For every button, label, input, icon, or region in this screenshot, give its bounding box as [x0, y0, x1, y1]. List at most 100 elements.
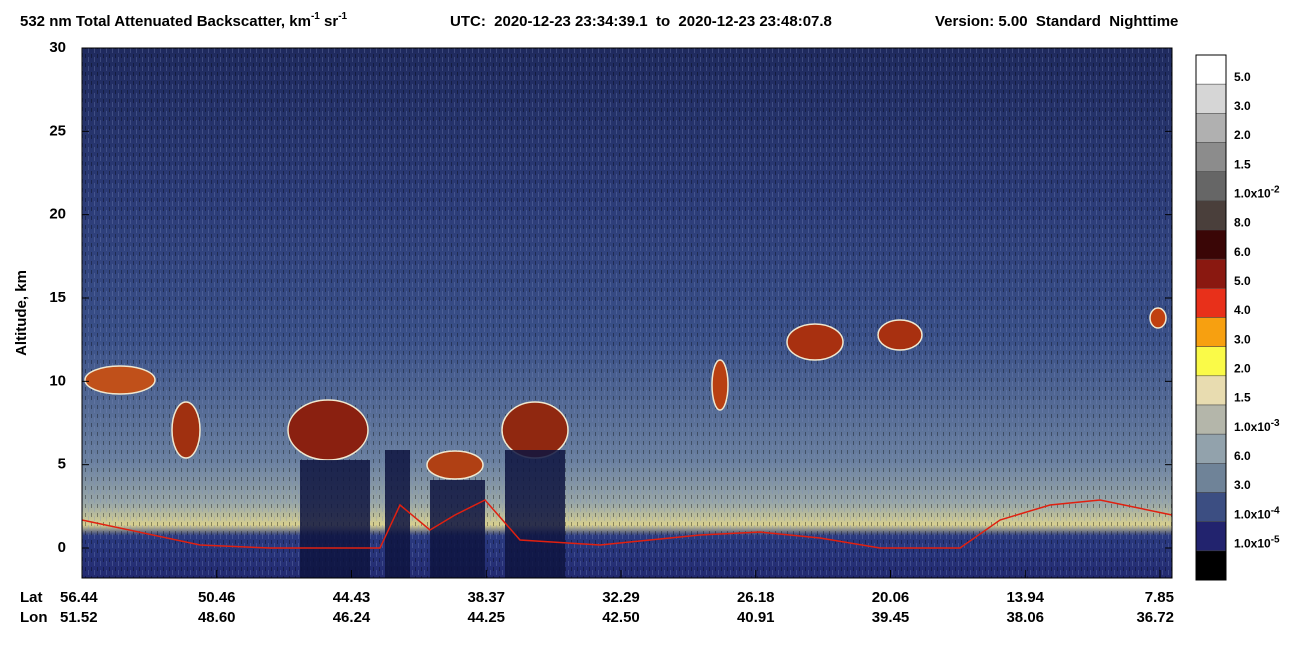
- colorbar-label-text: 4.0: [1234, 303, 1251, 317]
- x-tick-lat: 50.46: [198, 589, 236, 606]
- cloud: [877, 319, 923, 351]
- attenuated-column: [300, 460, 370, 578]
- cloud: [84, 365, 156, 395]
- backscatter-noise: [82, 48, 1172, 578]
- y-tick-label: 10: [49, 372, 66, 389]
- title-text: 532 nm Total Attenuated Backscatter, km: [20, 13, 311, 30]
- colorbar-swatch: [1195, 258, 1227, 289]
- colorbar-swatch: [1195, 521, 1227, 552]
- y-tick-label: 0: [58, 539, 66, 556]
- x-tick-lat: 13.94: [1006, 589, 1044, 606]
- x-tick-lon: 48.60: [198, 609, 236, 626]
- x-tick-lon: 42.50: [602, 609, 640, 626]
- colorbar-label: 3.0: [1234, 478, 1251, 492]
- cloud: [501, 401, 569, 459]
- colorbar-swatch: [1195, 113, 1227, 143]
- colorbar-swatch: [1195, 229, 1227, 260]
- cloud-features: [84, 307, 1167, 480]
- colorbar-label-text: 1.5: [1234, 391, 1251, 405]
- x-tick-lon: 36.72: [1136, 609, 1174, 626]
- colorbar-label: 1.0x10-4: [1234, 505, 1280, 522]
- x-tick-lat: 32.29: [602, 589, 640, 606]
- x-row-label: Lon: [20, 609, 48, 626]
- colorbar-label-sup: -2: [1271, 184, 1280, 195]
- colorbar-label-text: 2.0: [1234, 362, 1251, 376]
- x-tick-lat: 20.06: [872, 589, 910, 606]
- x-tick-lon: 38.06: [1006, 609, 1044, 626]
- title-sup: -1: [338, 11, 347, 22]
- colorbar-swatch: [1195, 317, 1227, 347]
- colorbar-label-sup: -4: [1271, 505, 1280, 516]
- colorbar-label: 1.0x10-3: [1234, 417, 1280, 434]
- cloud: [1149, 307, 1167, 329]
- y-tick-label: 25: [49, 122, 66, 139]
- colorbar-label-text: 1.0x10: [1234, 537, 1271, 551]
- colorbar-label-sup: -5: [1271, 534, 1280, 545]
- colorbar-frame: [1195, 54, 1227, 581]
- colorbar-swatch: [1195, 550, 1227, 581]
- colorbar-label-text: 3.0: [1234, 332, 1251, 346]
- colorbar-label-text: 6.0: [1234, 245, 1251, 259]
- x-tick-lat: 38.37: [467, 589, 505, 606]
- colorbar-swatch: [1195, 288, 1227, 318]
- y-axis-label: Altitude, km: [13, 270, 30, 356]
- cloud: [287, 399, 369, 461]
- x-tick-lon: 40.91: [737, 609, 775, 626]
- colorbar-label-text: 1.0x10: [1234, 420, 1271, 434]
- colorbar-swatch: [1195, 54, 1227, 85]
- colorbar-label: 1.0x10-5: [1234, 534, 1280, 551]
- attenuated-column: [430, 480, 485, 578]
- colorbar-label: 6.0: [1234, 449, 1251, 463]
- colorbar-swatch: [1195, 200, 1227, 231]
- x-tick-lat: 7.85: [1145, 589, 1174, 606]
- colorbar-label-text: 6.0: [1234, 449, 1251, 463]
- colorbar-label: 8.0: [1234, 216, 1251, 230]
- colorbar-swatch: [1195, 346, 1227, 377]
- cloud: [426, 450, 484, 480]
- cloud: [171, 401, 201, 459]
- title: 532 nm Total Attenuated Backscatter, km-…: [20, 11, 1178, 30]
- y-tick-label: 30: [49, 39, 66, 56]
- colorbar-swatch: [1195, 463, 1227, 493]
- x-tick-lon: 51.52: [60, 609, 98, 626]
- colorbar-label: 3.0: [1234, 332, 1251, 346]
- colorbar-label: 2.0: [1234, 128, 1251, 142]
- title-utc: UTC: 2020-12-23 23:34:39.1 to 2020-12-23…: [450, 13, 832, 30]
- attenuated-column: [385, 450, 410, 578]
- colorbar-label: 5.0: [1234, 70, 1251, 84]
- colorbar-label: 6.0: [1234, 245, 1251, 259]
- surface-line: [81, 499, 1173, 549]
- colorbar-label: 1.5: [1234, 391, 1251, 405]
- y-tick-label: 20: [49, 206, 66, 223]
- plot-area: [81, 47, 1173, 579]
- x-tick-lon: 44.25: [467, 609, 505, 626]
- colorbar-label: 4.0: [1234, 303, 1251, 317]
- colorbar-label-sup: -3: [1271, 417, 1280, 428]
- title-version: Version: 5.00 Standard Nighttime: [935, 13, 1178, 30]
- colorbar-swatch: [1195, 375, 1227, 406]
- title-text: sr: [320, 13, 339, 30]
- colorbar-swatch: [1195, 142, 1227, 172]
- attenuated-column: [505, 450, 565, 578]
- colorbar-label-text: 5.0: [1234, 70, 1251, 84]
- colorbar-label: 1.5: [1234, 157, 1251, 171]
- colorbar-swatch: [1195, 171, 1227, 202]
- colorbar-label: 3.0: [1234, 99, 1251, 113]
- colorbar-swatch: [1195, 83, 1227, 114]
- plot-frame: [81, 47, 1173, 579]
- x-row-label: Lat: [20, 589, 43, 606]
- title-sup: -1: [311, 11, 320, 22]
- colorbar-label-text: 3.0: [1234, 478, 1251, 492]
- colorbar-label: 2.0: [1234, 362, 1251, 376]
- y-tick-label: 5: [58, 456, 66, 473]
- y-tick-label: 15: [49, 289, 66, 306]
- colorbar-label-text: 1.5: [1234, 157, 1251, 171]
- colorbar-label-text: 2.0: [1234, 128, 1251, 142]
- colorbar-label: 1.0x10-2: [1234, 184, 1280, 201]
- x-tick-lat: 44.43: [333, 589, 371, 606]
- x-tick-lon: 39.45: [872, 609, 910, 626]
- cloud: [786, 323, 844, 361]
- x-tick-lat: 26.18: [737, 589, 775, 606]
- x-tick-lon: 46.24: [333, 609, 371, 626]
